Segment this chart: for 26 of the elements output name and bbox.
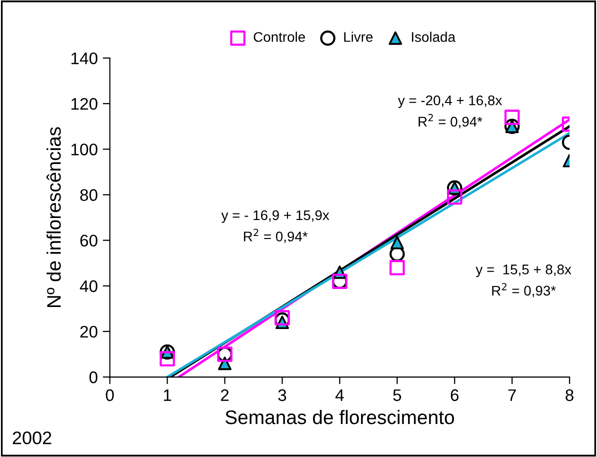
annotation: y = -20,4 + 16,8x R$^{2}$ = 0,94* <box>398 95 502 128</box>
x-tick-label: 0 <box>106 389 114 402</box>
x-tick-label: 5 <box>393 389 402 402</box>
x-axis-title: Semanas de florescimento <box>225 410 454 424</box>
y-tick-label: 40 <box>80 280 98 292</box>
y-tick-label: 100 <box>72 144 98 156</box>
x-tick-label: 1 <box>164 389 172 401</box>
y-tick-label: 120 <box>72 98 98 110</box>
y-tick-label: 0 <box>89 371 98 384</box>
x-tick-label: 7 <box>508 389 516 401</box>
x-tick-label: 4 <box>335 389 344 401</box>
legend-label: Livre <box>344 32 373 42</box>
text: 2002 <box>12 432 52 444</box>
y-tick-label: 80 <box>80 189 98 201</box>
x-tick-label: 6 <box>450 389 459 402</box>
legend-label: Controle <box>254 32 305 42</box>
y-axis-title: Nº de inflorescências <box>46 127 61 308</box>
x-tick-label: 2 <box>220 389 229 401</box>
legend-label: Isolada <box>412 32 456 42</box>
x-tick-label: 8 <box>566 389 574 402</box>
y-tick-label: 20 <box>80 326 98 338</box>
y-tick-label: 60 <box>80 234 98 247</box>
annotation: y = 15,5 + 8,8x R$^{2}$ = 0,93* <box>476 264 572 298</box>
annotation: y = - 16,9 + 15,9x R$^{2}$ = 0,94* <box>221 210 330 244</box>
x-tick-label: 3 <box>278 389 286 402</box>
y-tick-label: 140 <box>72 52 98 64</box>
